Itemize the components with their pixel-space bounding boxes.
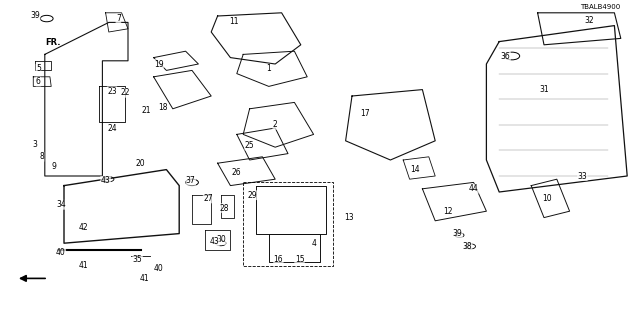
Text: 43: 43 <box>209 237 220 246</box>
Text: 18: 18 <box>159 103 168 112</box>
Text: 35: 35 <box>132 255 143 264</box>
Text: 27: 27 <box>203 194 213 203</box>
Text: 43: 43 <box>100 176 111 185</box>
Text: 31: 31 <box>539 85 549 94</box>
Text: 2: 2 <box>273 120 278 129</box>
Text: 42: 42 <box>78 223 88 232</box>
Text: 23: 23 <box>107 87 117 96</box>
Text: 19: 19 <box>154 60 164 68</box>
Text: 41: 41 <box>78 261 88 270</box>
Text: 21: 21 <box>141 106 150 115</box>
Text: 10: 10 <box>542 194 552 203</box>
Text: 36: 36 <box>500 52 511 60</box>
Text: 20: 20 <box>136 159 146 168</box>
Text: TBALB4900: TBALB4900 <box>580 4 621 10</box>
Text: 16: 16 <box>273 255 284 264</box>
Text: 40: 40 <box>154 264 164 273</box>
Text: 17: 17 <box>360 109 370 118</box>
Text: FR.: FR. <box>45 38 60 47</box>
Text: 28: 28 <box>220 204 228 212</box>
Text: 8: 8 <box>39 152 44 161</box>
Text: 29: 29 <box>248 191 258 200</box>
Text: 24: 24 <box>107 124 117 132</box>
Text: 15: 15 <box>294 255 305 264</box>
Text: 5: 5 <box>36 64 41 73</box>
Text: 44: 44 <box>468 184 479 193</box>
Text: 39: 39 <box>452 229 463 238</box>
Text: 40: 40 <box>56 248 66 257</box>
Text: 22: 22 <box>120 88 129 97</box>
Text: 37: 37 <box>186 176 196 185</box>
Text: 32: 32 <box>584 16 594 25</box>
Text: 30: 30 <box>216 236 226 244</box>
Text: 6: 6 <box>36 77 41 86</box>
Text: 13: 13 <box>344 213 354 222</box>
Text: 41: 41 <box>139 274 149 283</box>
Text: 4: 4 <box>311 239 316 248</box>
Text: 39: 39 <box>30 11 40 20</box>
Text: 3: 3 <box>33 140 38 148</box>
Text: 38: 38 <box>462 242 472 251</box>
Text: 25: 25 <box>244 141 255 150</box>
Text: 14: 14 <box>410 165 420 174</box>
Text: 26: 26 <box>232 168 242 177</box>
Text: 11: 11 <box>229 17 238 26</box>
Text: 12: 12 <box>444 207 452 216</box>
Text: 7: 7 <box>116 14 121 23</box>
Text: 9: 9 <box>52 162 57 171</box>
Text: 34: 34 <box>56 200 66 209</box>
Text: 1: 1 <box>266 64 271 73</box>
Text: 33: 33 <box>577 172 588 180</box>
